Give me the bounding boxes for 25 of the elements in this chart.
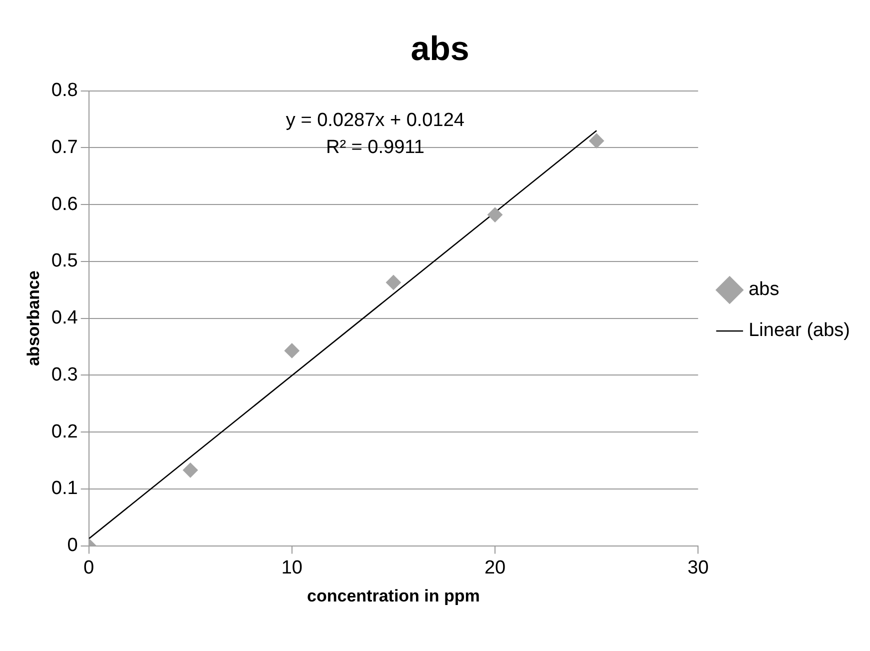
x-tick-label: 10 — [281, 557, 302, 578]
annotation: R² = 0.9911 — [326, 137, 424, 158]
chart-title: abs — [410, 30, 470, 68]
x-axis-title: concentration in ppm — [307, 586, 480, 606]
point — [589, 133, 604, 148]
y-tick-label: 0.6 — [51, 194, 78, 215]
point — [284, 343, 300, 358]
y-tick-label: 0.1 — [51, 478, 78, 500]
y-tick-label: 0.3 — [51, 364, 78, 386]
y-tick-label: 0.2 — [51, 421, 78, 442]
annotation: y = 0.0287x + 0.0124 — [286, 110, 465, 132]
x-tick-label: 30 — [688, 557, 709, 578]
y-axis-title: absorbance — [24, 270, 43, 366]
point — [488, 207, 503, 222]
legend-label: abs — [748, 279, 780, 300]
point — [386, 274, 401, 290]
x-tick-label: 0 — [84, 557, 94, 578]
y-tick-label: 0 — [67, 535, 78, 556]
y-tick-label: 0.8 — [51, 80, 78, 102]
y-tick-label: 0.7 — [51, 136, 78, 158]
y-tick-label: 0.5 — [51, 250, 78, 272]
y-tick-label: 0.4 — [51, 308, 78, 329]
x-tick-label: 20 — [484, 557, 506, 578]
point — [182, 462, 198, 478]
legend-label: Linear (abs) — [748, 320, 850, 342]
